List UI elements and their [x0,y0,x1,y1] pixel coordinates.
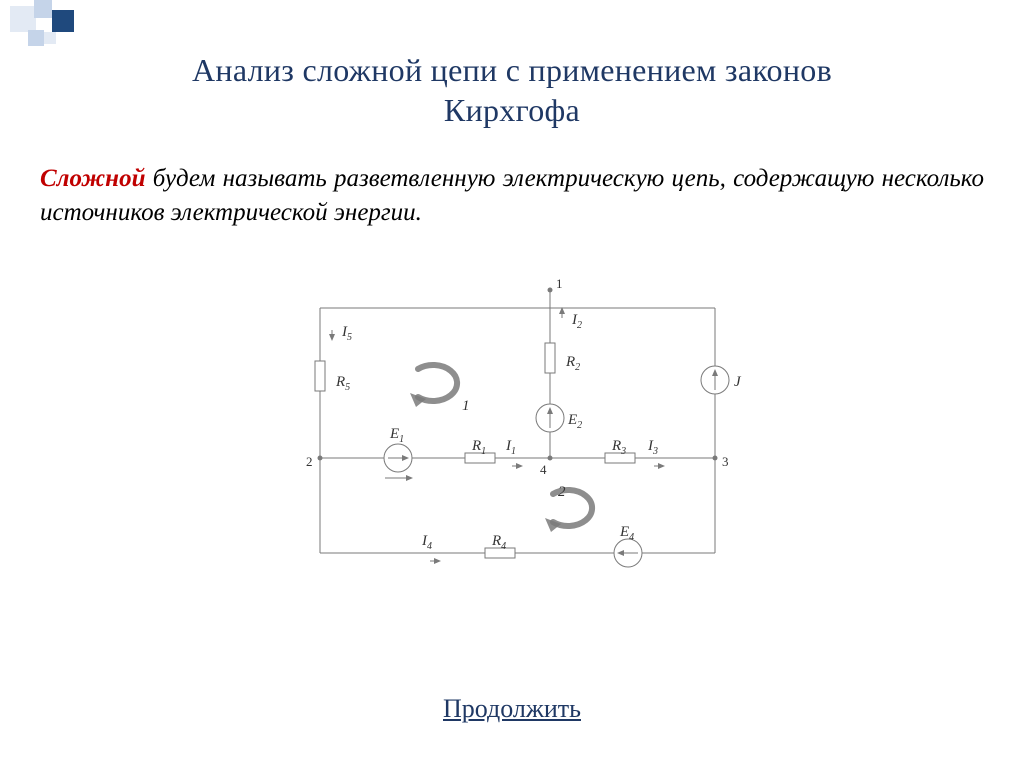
title-line-2: Кирхгофа [444,92,580,128]
svg-text:E2: E2 [567,412,582,431]
circuit-diagram: R5R2R1R3R4E1E2JE4I5I2I1I3I4121243 [290,278,750,588]
svg-text:I1: I1 [505,438,516,457]
decor-square [34,0,52,18]
svg-text:E1: E1 [389,426,404,445]
title-line-1: Анализ сложной цепи с применением законо… [192,52,832,88]
slide-title: Анализ сложной цепи с применением законо… [0,50,1024,130]
svg-text:R2: R2 [565,354,580,373]
svg-text:1: 1 [556,278,563,291]
decor-square [10,6,36,32]
svg-text:3: 3 [722,454,729,469]
svg-text:2: 2 [558,484,566,500]
decor-square [52,10,74,32]
decor-square [44,32,56,44]
decor-square [28,30,44,46]
definition-rest: будем называть разветвленную электрическ… [40,165,984,226]
svg-text:I3: I3 [647,438,658,457]
svg-text:2: 2 [306,454,313,469]
continue-link[interactable]: Продолжить [0,694,1024,724]
svg-text:1: 1 [462,398,470,414]
svg-text:4: 4 [540,462,547,477]
svg-text:I4: I4 [421,533,432,552]
svg-text:J: J [734,374,742,390]
definition-keyword: Сложной [40,165,145,192]
svg-text:I2: I2 [571,312,582,331]
svg-text:I5: I5 [341,324,352,343]
svg-text:R5: R5 [335,374,350,393]
definition-paragraph: Сложной будем называть разветвленную эле… [40,162,984,230]
